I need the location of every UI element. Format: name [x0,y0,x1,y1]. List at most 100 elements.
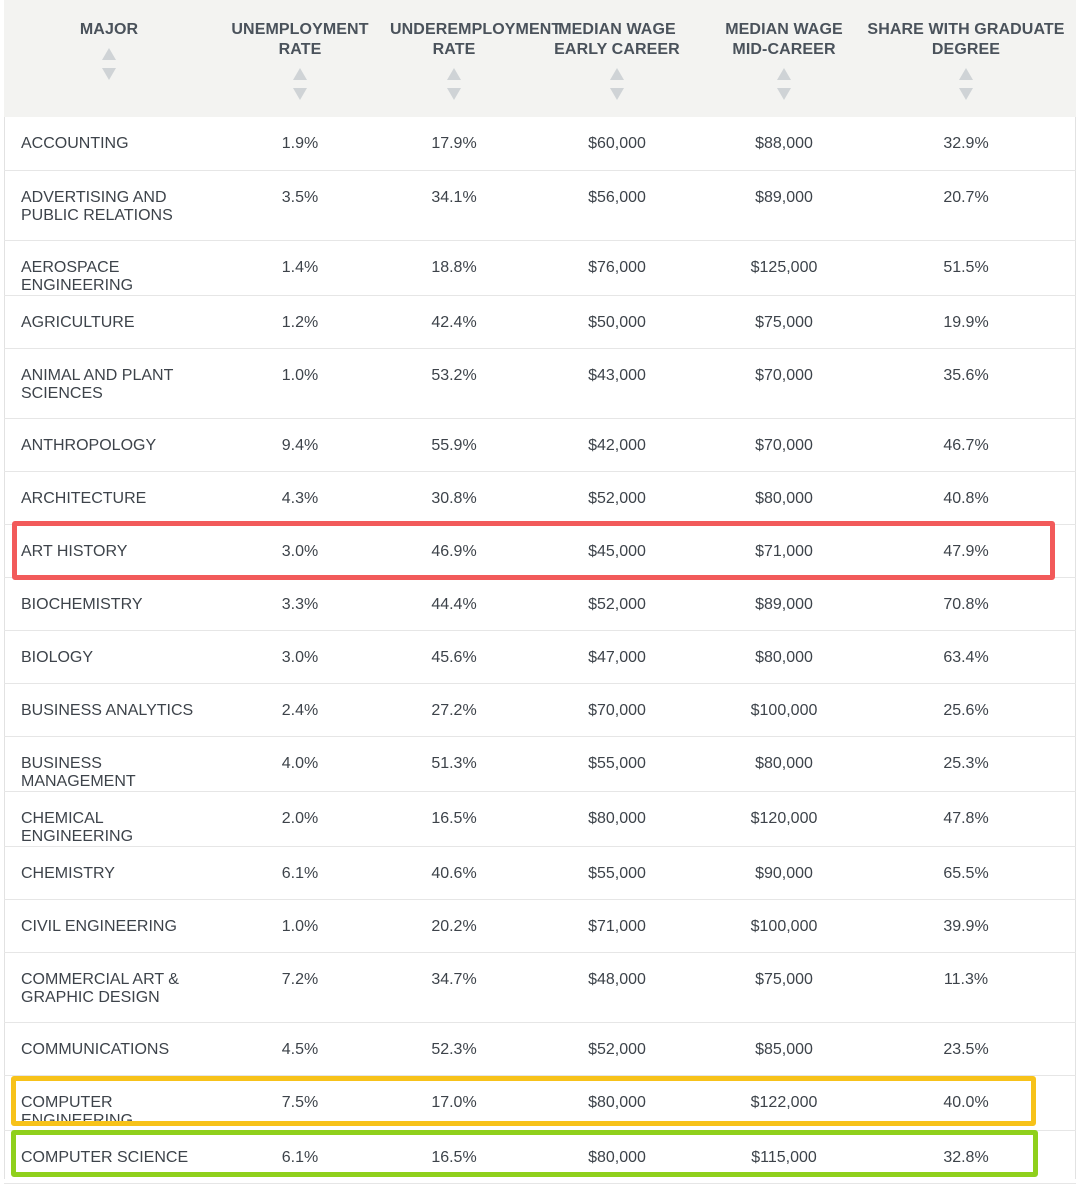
sort-up-down-icon[interactable] [609,66,625,102]
cell-unemployment: 7.2% [214,952,386,1023]
cell-grad-share: 65.5% [856,846,1076,900]
col-header-label: DEGREE [931,41,1001,58]
cell-grad-share: 25.3% [856,736,1076,792]
cell-wage-early: $80,000 [522,791,712,847]
cell-unemployment: 4.0% [214,736,386,792]
cell-grad-share: 39.9% [856,899,1076,953]
cell-major: CHEMISTRY [4,846,214,900]
cell-grad-share: 40.0% [856,1075,1076,1131]
cell-wage-mid: $115,000 [712,1130,856,1184]
col-header-label: EARLY CAREER [554,41,680,58]
cell-unemployment: 3.3% [214,577,386,631]
cell-wage-mid: $100,000 [712,899,856,953]
cell-grad-share: 70.8% [856,577,1076,631]
col-header-wage-mid-career[interactable]: MEDIAN WAGE MID-CAREER [712,0,856,117]
cell-unemployment: 4.3% [214,471,386,525]
cell-underemployment: 30.8% [386,471,522,525]
cell-underemployment: 17.0% [386,1075,522,1131]
cell-wage-early: $70,000 [522,683,712,737]
cell-wage-early: $47,000 [522,630,712,684]
cell-wage-early: $52,000 [522,577,712,631]
cell-grad-share: 19.9% [856,295,1076,349]
cell-unemployment: 2.4% [214,683,386,737]
cell-wage-mid: $70,000 [712,418,856,472]
cell-wage-early: $76,000 [522,240,712,296]
col-header-label: RATE [432,41,476,58]
table-row: CIVIL ENGINEERING 1.0% 20.2% $71,000 $10… [4,899,1076,953]
sort-up-down-icon[interactable] [958,66,974,102]
cell-major: ACCOUNTING [4,117,214,171]
cell-wage-early: $45,000 [522,524,712,578]
cell-unemployment: 1.9% [214,117,386,171]
cell-grad-share: 32.9% [856,117,1076,171]
cell-major: ART HISTORY [4,524,214,578]
cell-wage-early: $52,000 [522,471,712,525]
cell-wage-mid: $80,000 [712,736,856,792]
cell-underemployment: 45.6% [386,630,522,684]
cell-wage-mid: $89,000 [712,170,856,241]
cell-major: CHEMICAL ENGINEERING [4,791,214,847]
cell-grad-share: 23.5% [856,1022,1076,1076]
cell-grad-share: 20.7% [856,170,1076,241]
cell-wage-early: $55,000 [522,846,712,900]
cell-wage-early: $60,000 [522,117,712,171]
cell-unemployment: 2.0% [214,791,386,847]
cell-underemployment: 42.4% [386,295,522,349]
cell-unemployment: 7.5% [214,1075,386,1131]
cell-grad-share: 51.5% [856,240,1076,296]
cell-underemployment: 44.4% [386,577,522,631]
table-row: COMMUNICATIONS 4.5% 52.3% $52,000 $85,00… [4,1022,1076,1076]
cell-major: ANIMAL AND PLANT SCIENCES [4,348,214,419]
table-row: AEROSPACE ENGINEERING 1.4% 18.8% $76,000… [4,240,1076,296]
table-row: BIOLOGY 3.0% 45.6% $47,000 $80,000 63.4% [4,630,1076,684]
cell-major: ARCHITECTURE [4,471,214,525]
col-header-label: UNDEREMPLOYMENT [390,21,562,38]
cell-major: COMMERCIAL ART & GRAPHIC DESIGN [4,952,214,1023]
table-row: COMMERCIAL ART & GRAPHIC DESIGN 7.2% 34.… [4,952,1076,1023]
col-header-label: MEDIAN WAGE [725,21,843,38]
col-header-label: RATE [278,41,322,58]
table-row: CHEMICAL ENGINEERING 2.0% 16.5% $80,000 … [4,791,1076,847]
col-header-grad-degree-share[interactable]: SHARE WITH GRADUATE DEGREE [856,0,1076,117]
cell-wage-mid: $89,000 [712,577,856,631]
cell-wage-early: $56,000 [522,170,712,241]
cell-underemployment: 34.7% [386,952,522,1023]
col-header-label: MID-CAREER [732,41,836,58]
cell-underemployment: 17.9% [386,117,522,171]
table-row: ADVERTISING AND PUBLIC RELATIONS 3.5% 34… [4,170,1076,241]
header-row: MAJOR UNEMPLOYMENT RATE UNDEREMPLOYMENT … [4,0,1076,117]
cell-unemployment: 3.0% [214,630,386,684]
cell-wage-mid: $100,000 [712,683,856,737]
cell-major: AEROSPACE ENGINEERING [4,240,214,296]
sort-up-down-icon[interactable] [446,66,462,102]
col-header-wage-early-career[interactable]: MEDIAN WAGE EARLY CAREER [522,0,712,117]
col-header-label: MEDIAN WAGE [558,21,676,38]
sort-up-down-icon[interactable] [101,46,117,82]
cell-unemployment: 6.1% [214,846,386,900]
cell-wage-early: $43,000 [522,348,712,419]
col-header-label: MAJOR [79,21,139,38]
table-row: BUSINESS MANAGEMENT 4.0% 51.3% $55,000 $… [4,736,1076,792]
cell-underemployment: 27.2% [386,683,522,737]
cell-underemployment: 51.3% [386,736,522,792]
cell-wage-mid: $75,000 [712,295,856,349]
cell-major: BIOLOGY [4,630,214,684]
cell-wage-mid: $85,000 [712,1022,856,1076]
sort-up-down-icon[interactable] [292,66,308,102]
table-row: ANTHROPOLOGY 9.4% 55.9% $42,000 $70,000 … [4,418,1076,472]
cell-unemployment: 3.5% [214,170,386,241]
table-row: CHEMISTRY 6.1% 40.6% $55,000 $90,000 65.… [4,846,1076,900]
sort-up-down-icon[interactable] [776,66,792,102]
col-header-unemployment-rate[interactable]: UNEMPLOYMENT RATE [214,0,386,117]
col-header-major[interactable]: MAJOR [4,0,214,117]
cell-underemployment: 46.9% [386,524,522,578]
col-header-label: SHARE WITH GRADUATE [867,21,1065,38]
table-row: ANIMAL AND PLANT SCIENCES 1.0% 53.2% $43… [4,348,1076,419]
table-row: AGRICULTURE 1.2% 42.4% $50,000 $75,000 1… [4,295,1076,349]
col-header-underemployment-rate[interactable]: UNDEREMPLOYMENT RATE [386,0,562,117]
table-row: COMPUTER SCIENCE 6.1% 16.5% $80,000 $115… [4,1130,1076,1184]
table-row: ACCOUNTING 1.9% 17.9% $60,000 $88,000 32… [4,117,1076,171]
cell-major: CIVIL ENGINEERING [4,899,214,953]
cell-major: COMMUNICATIONS [4,1022,214,1076]
cell-grad-share: 40.8% [856,471,1076,525]
